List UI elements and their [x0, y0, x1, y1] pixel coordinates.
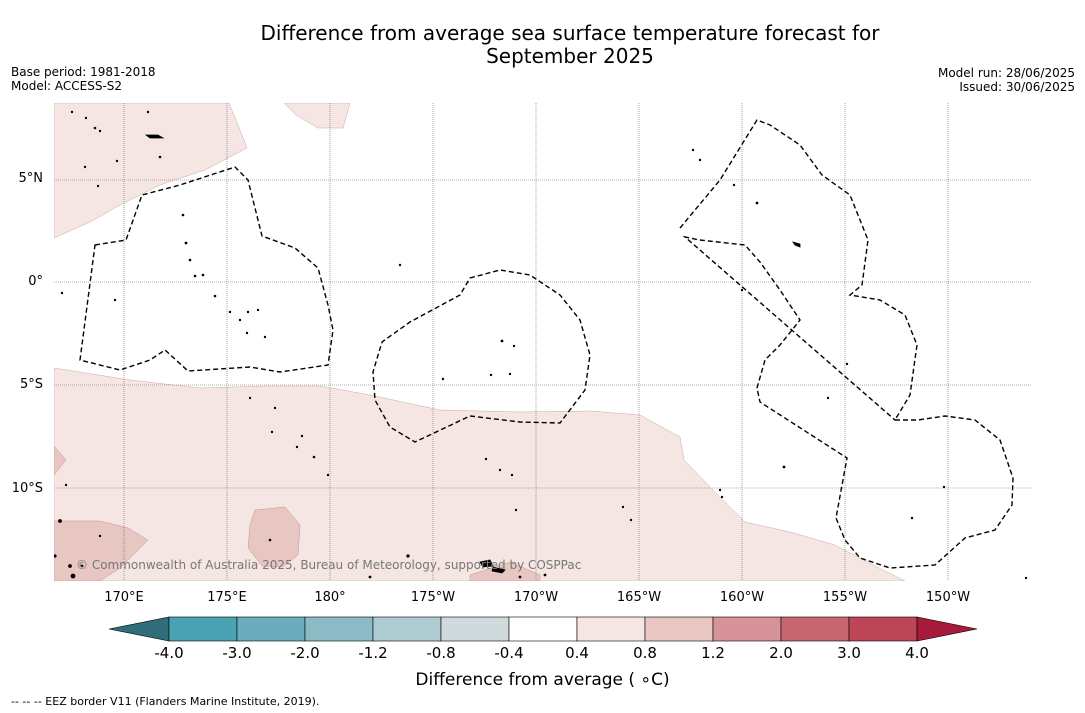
colorbar-tick-label: -2.0: [290, 644, 320, 662]
colorbar-bin: [780, 616, 850, 642]
footer-note: -- -- -- EEZ border V11 (Flanders Marine…: [11, 695, 320, 708]
lon-label-165w: 165°W: [616, 590, 662, 605]
colorbar-tick-label: 0.8: [633, 644, 657, 662]
title-line-1: Difference from average sea surface temp…: [260, 21, 880, 45]
lat-label-0: 0°: [28, 274, 43, 289]
colorbar-tick-label: 1.2: [701, 644, 725, 662]
meta-right: Model run: 28/06/2025 Issued: 30/06/2025: [938, 66, 1075, 94]
lat-label-5s: 5°S: [19, 377, 43, 392]
eez-borders: [79, 119, 1014, 569]
colorbar-tick-label: 4.0: [905, 644, 929, 662]
lat-label-5n: 5°N: [18, 171, 44, 186]
colorbar-bin: [848, 616, 918, 642]
graticule: [54, 103, 1031, 581]
colorbar-title: Difference from average ( ∘C): [415, 670, 670, 690]
anomaly-region-north-west: [54, 103, 248, 239]
colorbar-tick-label: -1.2: [358, 644, 388, 662]
lat-label-10s: 10°S: [11, 481, 43, 496]
colorbar-tick-label: -3.0: [222, 644, 252, 662]
colorbar-bin: [168, 616, 238, 642]
anomaly-region-island-blob: [247, 506, 301, 568]
anomaly-region-south-west: [54, 520, 149, 581]
colorbar-bin: [644, 616, 714, 642]
colorbar-tick-label: -4.0: [154, 644, 184, 662]
lon-label-150w: 150°W: [925, 590, 971, 605]
colorbar-tick-label: 3.0: [837, 644, 861, 662]
colorbar-tick-label: 0.4: [565, 644, 589, 662]
lon-label-170e: 170°E: [104, 590, 144, 605]
issued-date: Issued: 30/06/2025: [959, 80, 1075, 94]
base-period: Base period: 1981-2018: [11, 65, 156, 79]
colorbar-bin: [440, 616, 510, 642]
lon-label-175w: 175°W: [410, 590, 456, 605]
meta-left: Base period: 1981-2018 Model: ACCESS-S2: [11, 65, 156, 93]
lon-label-170w: 170°W: [513, 590, 559, 605]
lon-label-155w: 155°W: [822, 590, 868, 605]
colorbar-tick-label: -0.4: [494, 644, 524, 662]
colorbar-tick-label: 2.0: [769, 644, 793, 662]
model-name: Model: ACCESS-S2: [11, 79, 123, 93]
colorbar-bin: [712, 616, 782, 642]
model-run: Model run: 28/06/2025: [937, 66, 1075, 80]
copyright-notice: © Commonwealth of Australia 2025, Bureau…: [76, 558, 582, 572]
lon-label-175e: 175°E: [207, 590, 247, 605]
title-line-2: September 2025: [486, 44, 654, 68]
map-title: Difference from average sea surface temp…: [0, 22, 1085, 68]
colorbar-tick-label: -0.8: [426, 644, 456, 662]
colorbar-bin: [372, 616, 442, 642]
lon-label-180: 180°: [314, 590, 346, 605]
colorbar-bin: [576, 616, 646, 642]
anomaly-region-west-strong: [54, 445, 67, 476]
colorbar-extend-low: [108, 616, 170, 642]
colorbar-bin: [236, 616, 306, 642]
colorbar-extend-high: [916, 616, 978, 642]
anomaly-region-south-mid: [469, 561, 541, 581]
lon-label-160w: 160°W: [719, 590, 765, 605]
islands: [54, 110, 1028, 580]
anomaly-region-north-strip: [283, 103, 351, 129]
colorbar-bin: [508, 616, 578, 642]
colorbar-bin: [304, 616, 374, 642]
